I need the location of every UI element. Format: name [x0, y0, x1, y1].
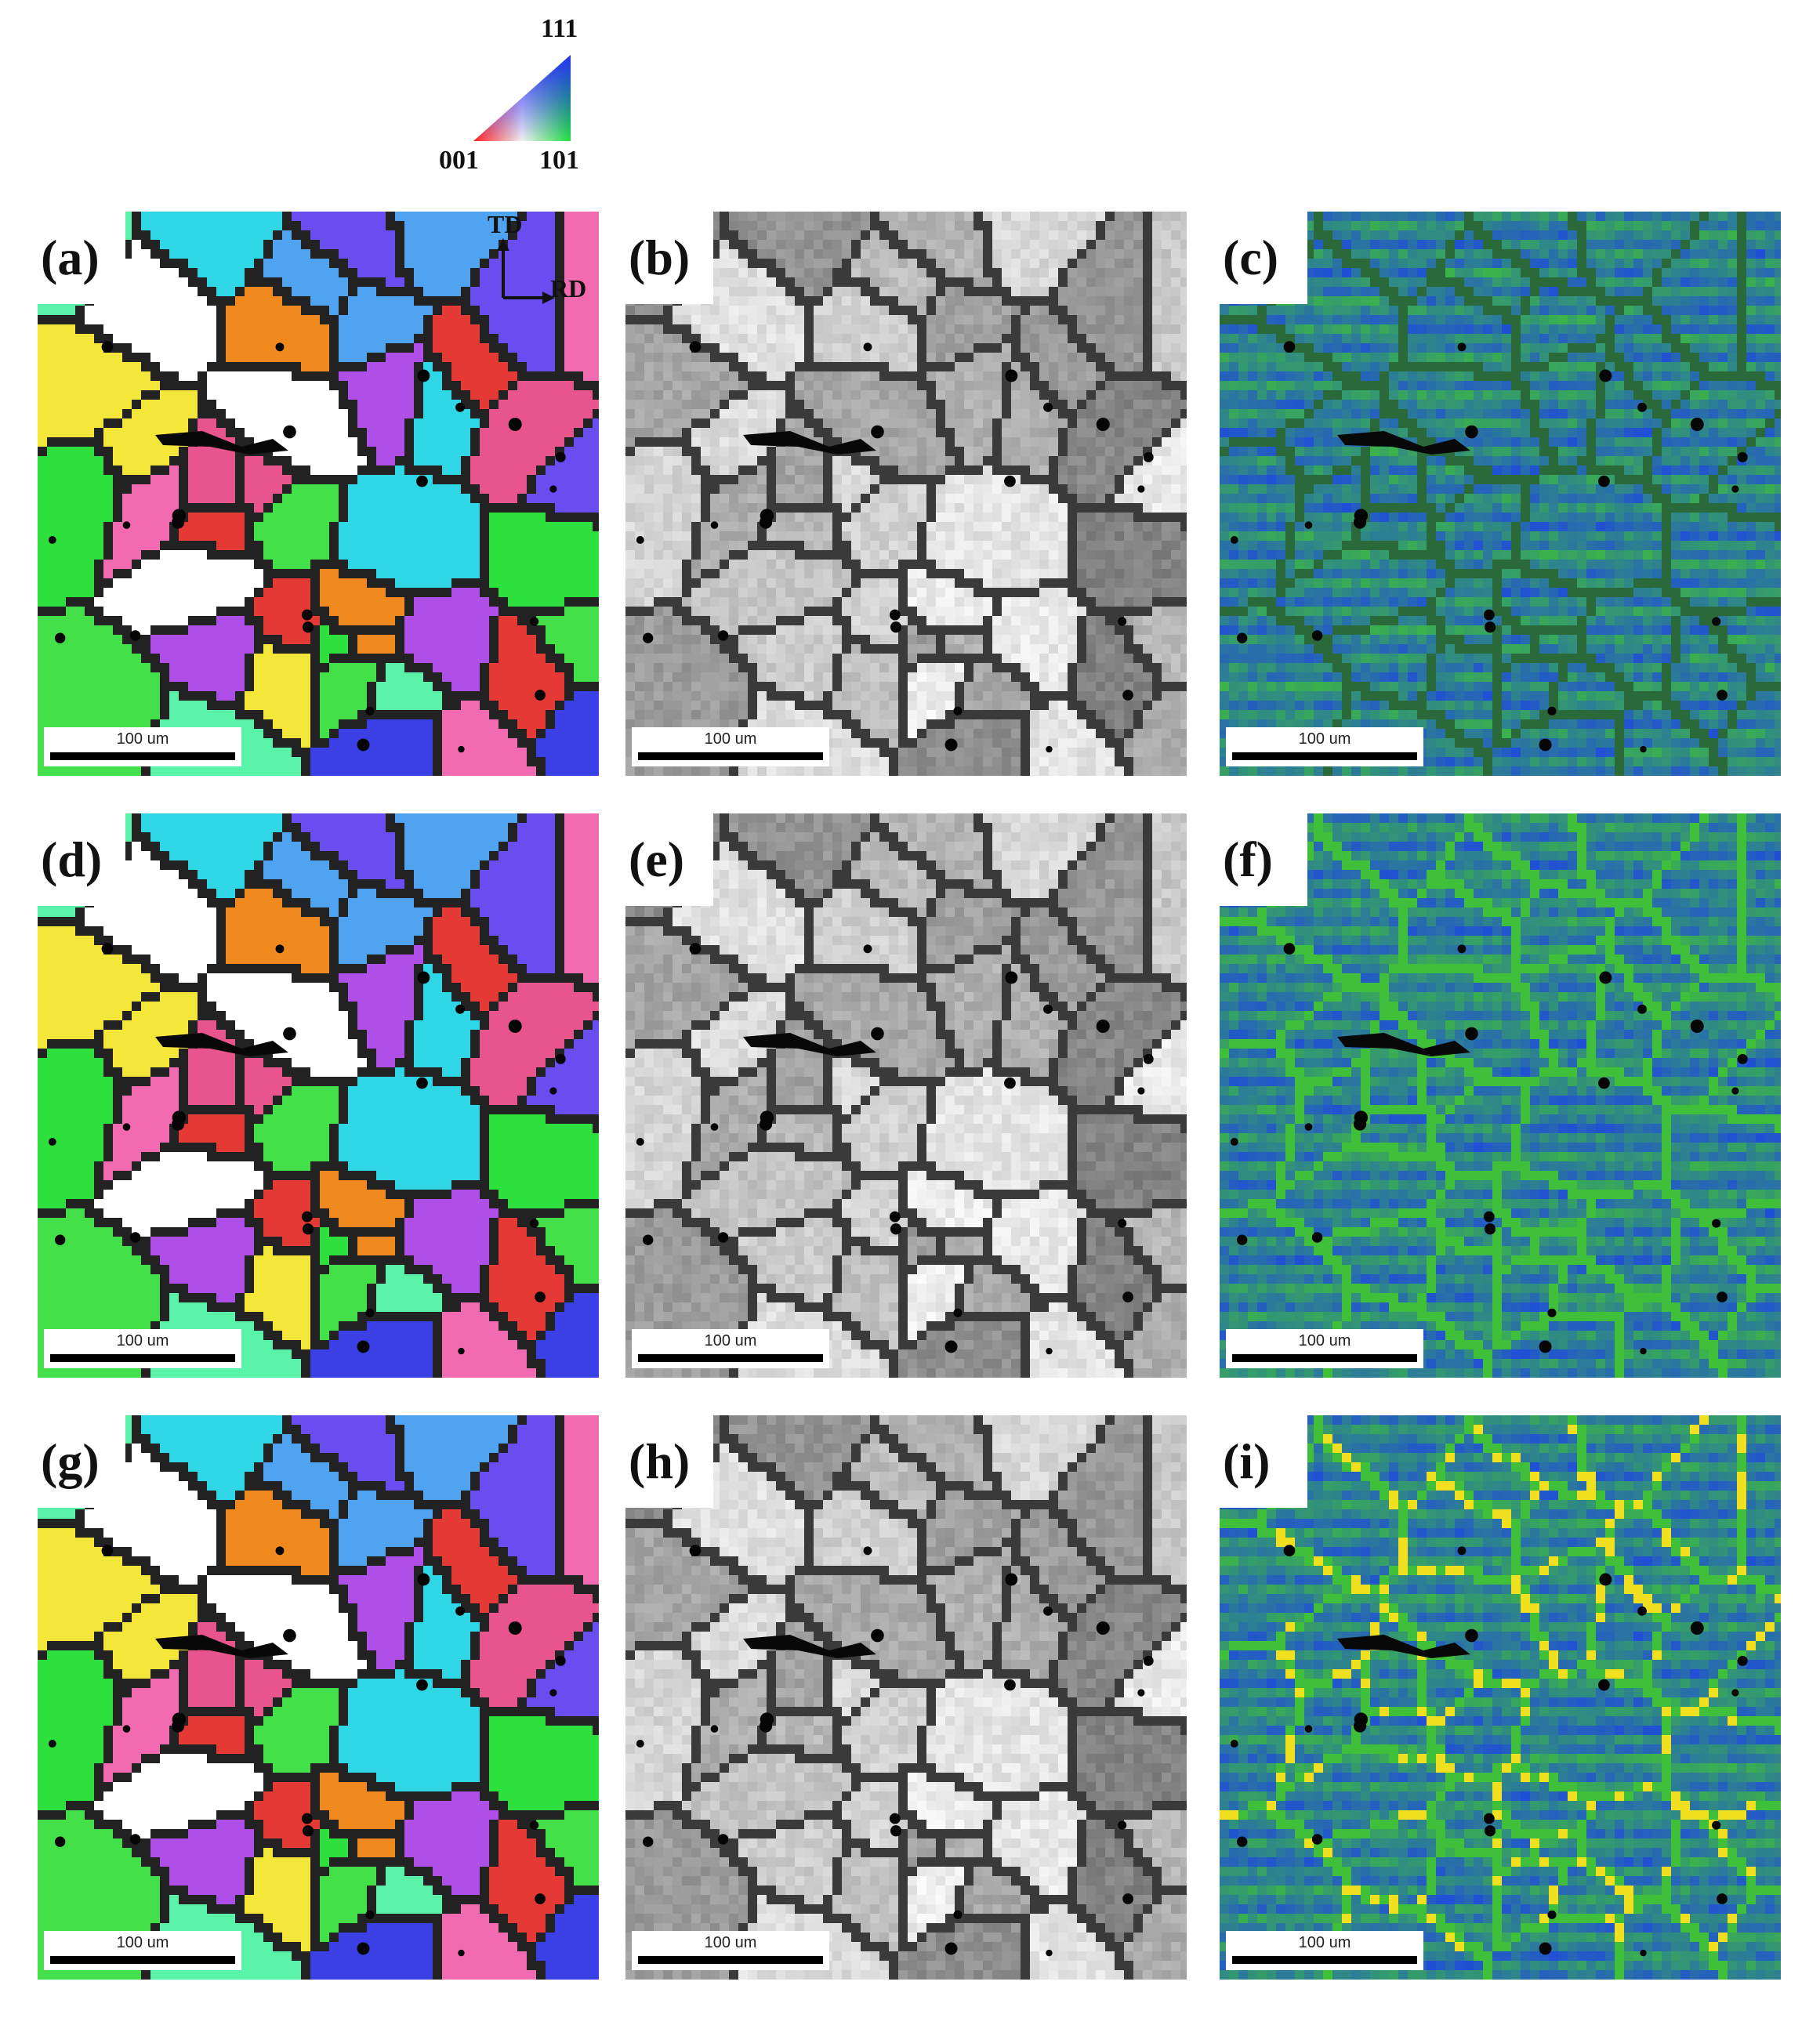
key-label-101: 101	[539, 146, 579, 176]
scale-bar: 100 um	[1226, 1931, 1423, 1970]
sample-axes: TD RD	[488, 210, 605, 304]
panel-label: (e)	[625, 813, 713, 906]
scale-bar: 100 um	[632, 1329, 829, 1368]
scale-bar: 100 um	[1226, 1329, 1423, 1368]
ipf-map	[38, 813, 599, 1378]
panel-label: (b)	[625, 212, 713, 304]
ipf-map	[38, 212, 599, 776]
panel-i: (i) 100 um	[1220, 1415, 1781, 1980]
panel-label: (c)	[1220, 212, 1307, 304]
scale-bar: 100 um	[632, 727, 829, 766]
key-label-001: 001	[439, 146, 479, 176]
kam-map	[1220, 813, 1781, 1378]
rd-label: RD	[550, 274, 586, 303]
axes-arrow-icon	[497, 238, 555, 304]
panel-label: (d)	[38, 813, 125, 906]
ipf-color-key: 111 001 101	[439, 14, 611, 179]
key-label-111: 111	[541, 14, 578, 44]
panel-d: (d) 100 um	[38, 813, 599, 1378]
panel-label: (a)	[38, 212, 125, 304]
panel-g: (g) 100 um	[38, 1415, 599, 1980]
panel-f: (f) 100 um	[1220, 813, 1781, 1378]
panel-label: (i)	[1220, 1415, 1307, 1508]
panel-c: (c) 100 um	[1220, 212, 1781, 776]
scale-bar: 100 um	[1226, 727, 1423, 766]
kam-map	[1220, 1415, 1781, 1980]
panel-h: (h) 100 um	[625, 1415, 1187, 1980]
panel-label: (h)	[625, 1415, 713, 1508]
image-quality-map	[625, 1415, 1187, 1980]
image-quality-map	[625, 813, 1187, 1378]
panel-label: (g)	[38, 1415, 125, 1508]
scale-bar: 100 um	[44, 1931, 241, 1970]
scale-bar: 100 um	[632, 1931, 829, 1970]
color-key-triangle-icon	[473, 55, 571, 141]
scale-bar: 100 um	[44, 727, 241, 766]
scale-bar: 100 um	[44, 1329, 241, 1368]
td-label: TD	[488, 210, 522, 239]
panel-e: (e) 100 um	[625, 813, 1187, 1378]
panel-label: (f)	[1220, 813, 1307, 906]
panel-a: (a) 100 um	[38, 212, 599, 776]
panel-b: (b) 100 um	[625, 212, 1187, 776]
